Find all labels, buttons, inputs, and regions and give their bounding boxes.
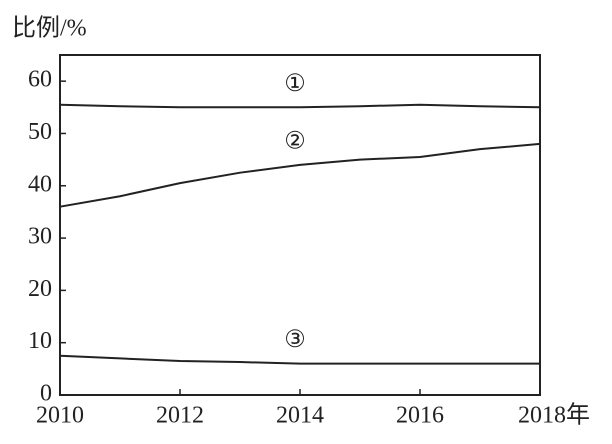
series-label: ① [284, 71, 306, 97]
y-tick-label: 10 [28, 328, 52, 354]
x-tick-label: 2012 [156, 403, 204, 429]
y-tick-label: 0 [40, 381, 52, 407]
y-tick-label: 30 [28, 224, 52, 250]
y-tick-label: 20 [28, 276, 52, 302]
series-line [59, 354, 540, 365]
y-axis-label: 比例/% [12, 15, 87, 42]
x-tick-label: 2010 [36, 403, 84, 429]
x-tick-label: 2014 [276, 403, 324, 429]
x-tick-label: 2018年 [518, 402, 590, 429]
series-label: ② [284, 128, 306, 154]
y-tick-label: 60 [28, 67, 52, 93]
series-label: ③ [284, 327, 306, 353]
series-line [59, 103, 541, 109]
series-line [59, 142, 541, 208]
y-tick-label: 50 [28, 119, 52, 145]
y-tick-label: 40 [28, 171, 52, 197]
x-tick-label: 2016 [396, 403, 444, 429]
